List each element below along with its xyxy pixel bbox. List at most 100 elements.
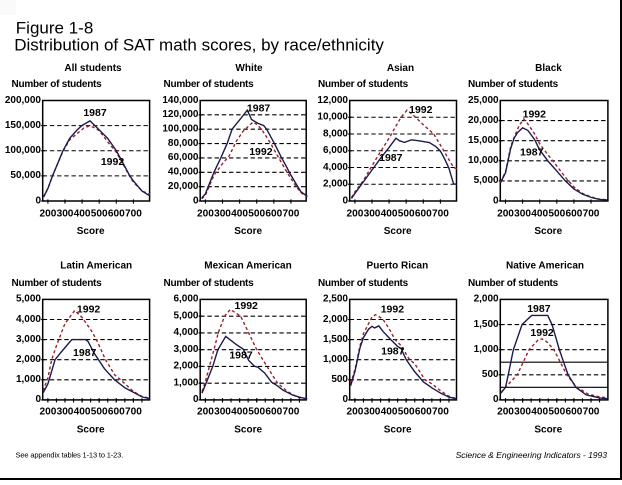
svg-text:10,000: 10,000 [317, 112, 348, 123]
svg-text:100,000: 100,000 [162, 124, 199, 135]
svg-text:500: 500 [548, 407, 565, 418]
svg-text:1992: 1992 [249, 146, 273, 158]
svg-text:300: 300 [364, 209, 381, 220]
svg-text:Native American: Native American [506, 260, 584, 271]
svg-text:20,000: 20,000 [168, 181, 199, 192]
svg-text:600: 600 [565, 209, 582, 220]
svg-text:600: 600 [265, 209, 282, 220]
svg-text:Score: Score [234, 425, 262, 436]
svg-text:700: 700 [432, 209, 449, 220]
svg-text:20,000: 20,000 [468, 115, 499, 126]
svg-text:200: 200 [39, 407, 56, 418]
svg-text:0: 0 [193, 195, 199, 206]
svg-text:0: 0 [342, 394, 348, 405]
svg-text:1987: 1987 [520, 147, 544, 159]
svg-text:120,000: 120,000 [162, 109, 199, 120]
svg-text:All students: All students [64, 63, 122, 74]
svg-text:Number of students: Number of students [468, 278, 559, 289]
svg-text:1,000: 1,000 [173, 377, 198, 388]
svg-text:1987: 1987 [73, 347, 97, 359]
svg-text:1992: 1992 [101, 156, 125, 168]
svg-text:400: 400 [531, 209, 548, 220]
svg-text:100,000: 100,000 [5, 145, 42, 156]
svg-text:1987: 1987 [83, 107, 107, 119]
svg-text:700: 700 [583, 209, 600, 220]
svg-text:4,000: 4,000 [173, 327, 198, 338]
svg-text:200: 200 [197, 209, 214, 220]
svg-text:1992: 1992 [235, 300, 259, 312]
svg-text:300: 300 [57, 407, 74, 418]
svg-text:60,000: 60,000 [168, 152, 199, 163]
svg-text:200: 200 [346, 209, 363, 220]
svg-text:10,000: 10,000 [468, 155, 499, 166]
svg-text:0: 0 [342, 195, 348, 206]
svg-text:2,000: 2,000 [16, 354, 41, 365]
svg-text:1987: 1987 [381, 346, 405, 358]
svg-text:700: 700 [583, 407, 600, 418]
svg-text:4,000: 4,000 [16, 314, 41, 325]
svg-text:400: 400 [381, 209, 398, 220]
svg-text:1987: 1987 [379, 152, 403, 164]
svg-text:200: 200 [39, 209, 56, 220]
svg-text:300: 300 [514, 407, 531, 418]
svg-text:See appendix tables 1-13 to 1-: See appendix tables 1-13 to 1-23. [16, 451, 124, 460]
svg-text:700: 700 [282, 209, 299, 220]
svg-text:Number of students: Number of students [468, 79, 559, 90]
svg-text:0: 0 [35, 195, 41, 206]
svg-text:400: 400 [74, 407, 91, 418]
svg-text:1992: 1992 [381, 303, 405, 315]
svg-text:500: 500 [331, 374, 348, 385]
svg-text:Score: Score [234, 226, 262, 237]
svg-text:Score: Score [384, 425, 412, 436]
svg-text:6,000: 6,000 [323, 145, 348, 156]
svg-text:0: 0 [493, 394, 499, 405]
svg-text:Number of students: Number of students [318, 79, 409, 90]
svg-text:1987: 1987 [229, 350, 253, 362]
svg-text:150,000: 150,000 [5, 120, 42, 131]
svg-text:1,500: 1,500 [474, 319, 499, 330]
svg-text:2,500: 2,500 [323, 294, 348, 305]
svg-text:400: 400 [381, 407, 398, 418]
svg-text:6,000: 6,000 [173, 294, 198, 305]
svg-text:500: 500 [248, 209, 265, 220]
svg-text:Black: Black [535, 63, 562, 74]
svg-text:1992: 1992 [409, 104, 433, 116]
svg-text:Number of students: Number of students [12, 79, 103, 90]
svg-text:600: 600 [265, 407, 282, 418]
svg-text:3,000: 3,000 [173, 344, 198, 355]
svg-text:500: 500 [398, 407, 415, 418]
svg-text:4,000: 4,000 [323, 162, 348, 173]
svg-text:200: 200 [497, 407, 514, 418]
svg-text:500: 500 [248, 407, 265, 418]
svg-text:140,000: 140,000 [162, 95, 199, 106]
svg-text:700: 700 [432, 407, 449, 418]
svg-text:1992: 1992 [77, 303, 101, 315]
svg-text:2,000: 2,000 [173, 361, 198, 372]
svg-text:Score: Score [534, 425, 562, 436]
svg-text:3,000: 3,000 [16, 334, 41, 345]
svg-text:Score: Score [384, 226, 412, 237]
svg-text:Score: Score [77, 226, 105, 237]
svg-text:700: 700 [282, 407, 299, 418]
svg-text:300: 300 [57, 209, 74, 220]
svg-text:200,000: 200,000 [5, 95, 42, 106]
svg-text:300: 300 [514, 209, 531, 220]
svg-text:15,000: 15,000 [468, 135, 499, 146]
svg-text:Puerto Rican: Puerto Rican [367, 260, 429, 271]
svg-text:500: 500 [482, 369, 499, 380]
svg-text:500: 500 [91, 209, 108, 220]
svg-text:1987: 1987 [527, 303, 551, 315]
svg-text:25,000: 25,000 [468, 95, 499, 106]
svg-text:300: 300 [364, 407, 381, 418]
svg-text:40,000: 40,000 [168, 167, 199, 178]
svg-text:700: 700 [125, 209, 142, 220]
svg-text:400: 400 [231, 209, 248, 220]
svg-text:2,000: 2,000 [323, 314, 348, 325]
svg-text:5,000: 5,000 [173, 310, 198, 321]
svg-text:500: 500 [398, 209, 415, 220]
svg-text:1,500: 1,500 [323, 334, 348, 345]
svg-text:12,000: 12,000 [317, 95, 348, 106]
svg-text:200: 200 [497, 209, 514, 220]
svg-text:White: White [235, 63, 263, 74]
svg-text:Number of students: Number of students [318, 278, 409, 289]
